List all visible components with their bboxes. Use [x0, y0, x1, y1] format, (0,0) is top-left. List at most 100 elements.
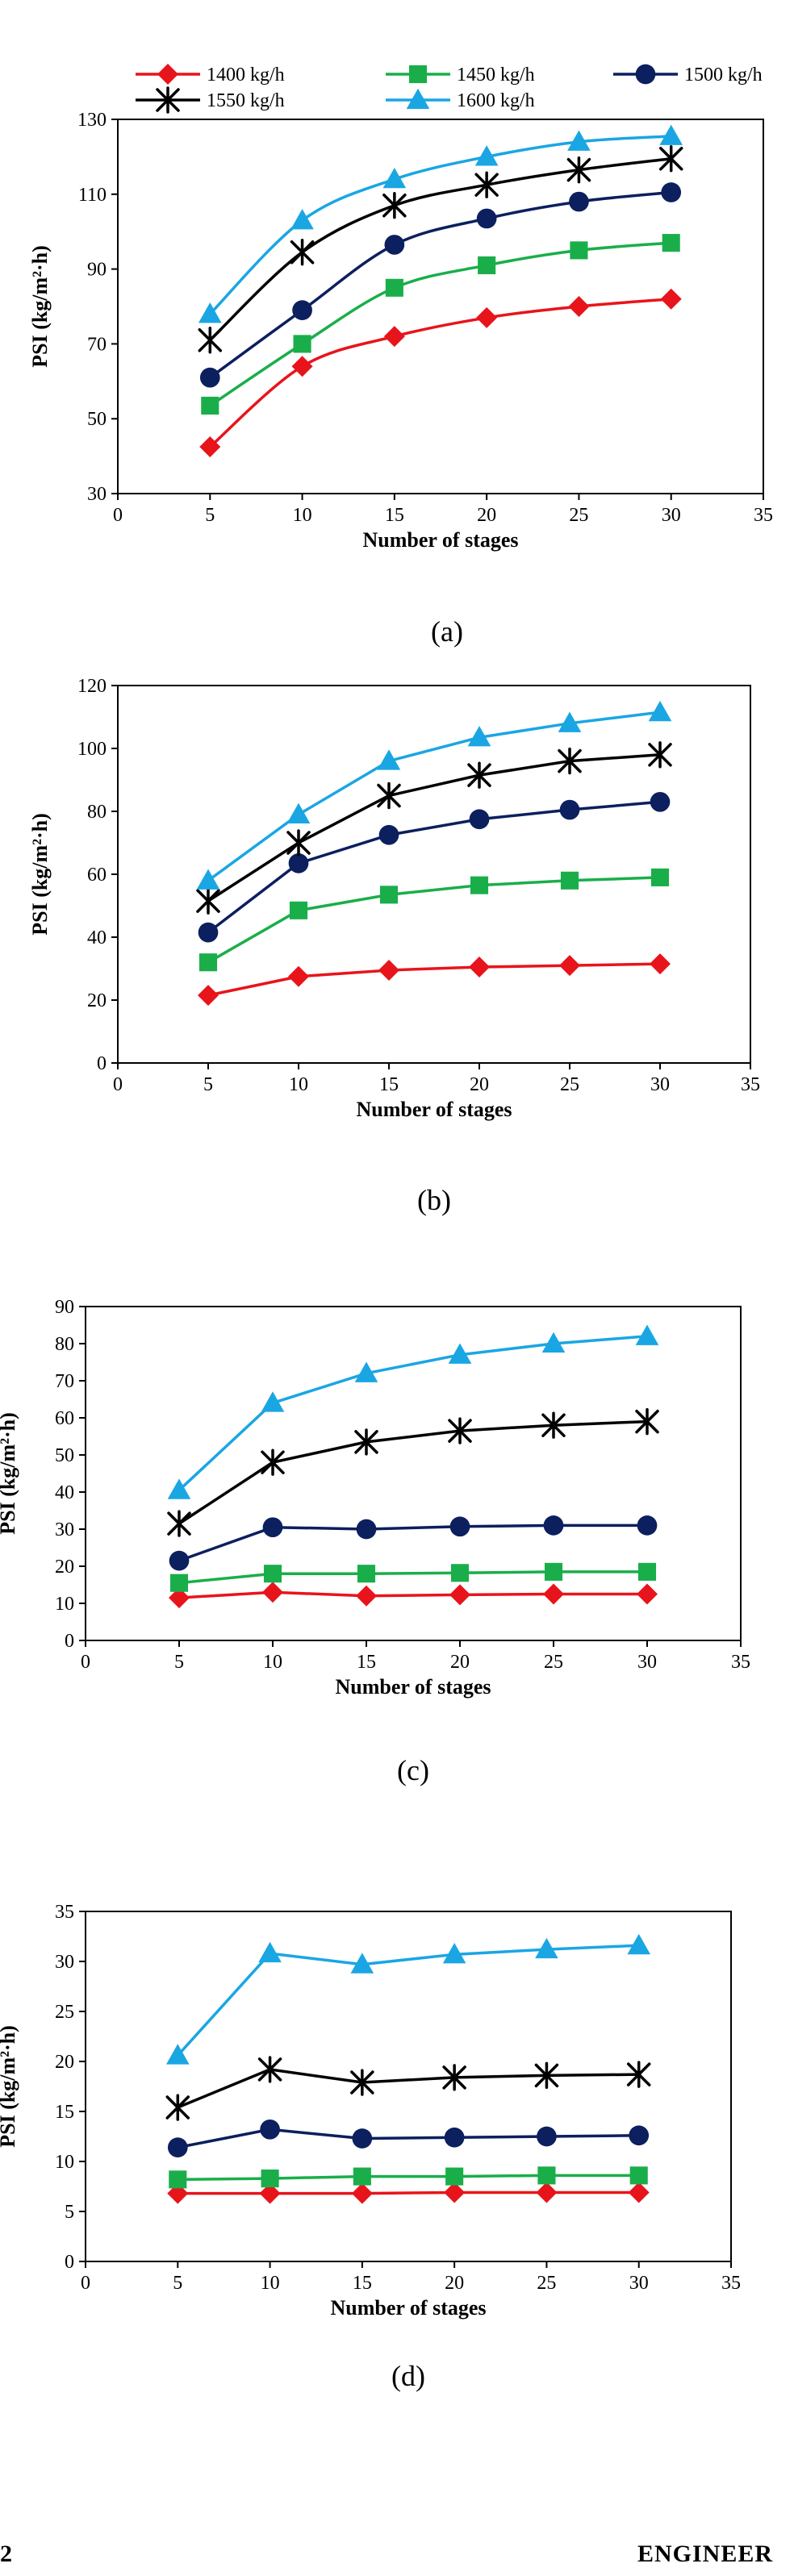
data-point	[378, 959, 399, 981]
data-point	[467, 726, 491, 747]
data-point	[543, 1515, 564, 1536]
y-tick-label: 20	[55, 2052, 74, 2073]
y-tick-label: 10	[55, 2152, 74, 2173]
x-tick-label: 10	[293, 505, 312, 526]
data-point	[196, 869, 220, 890]
data-point	[257, 2056, 282, 2083]
data-point	[449, 1516, 470, 1537]
x-tick-label: 25	[537, 2273, 556, 2294]
x-tick-label: 10	[263, 1652, 282, 1673]
data-point	[637, 1562, 657, 1581]
series-line	[207, 876, 661, 964]
legend-label: 1400 kg/h	[207, 65, 285, 85]
x-tick-label: 30	[650, 1074, 670, 1095]
legend: 1400 kg/h 1450 kg/h 1500 kg/h 1550 kg/h 1600…	[136, 64, 763, 114]
data-point	[659, 124, 683, 145]
data-point	[167, 1510, 191, 1537]
data-point	[448, 1343, 472, 1364]
data-point	[444, 2182, 466, 2203]
x-tick-label: 30	[629, 2273, 649, 2294]
data-point	[566, 156, 591, 184]
series	[169, 1582, 658, 1609]
data-point	[357, 1565, 376, 1583]
data-point	[444, 2127, 465, 2148]
series	[169, 2166, 648, 2189]
data-point	[261, 1391, 285, 1412]
x-tick-label: 30	[662, 505, 681, 526]
data-point	[469, 809, 490, 830]
data-point	[290, 239, 315, 266]
y-tick-label: 90	[55, 1297, 74, 1318]
data-point	[286, 829, 311, 857]
data-point	[353, 2167, 371, 2186]
x-tick-label: 20	[477, 505, 496, 526]
data-point	[537, 2126, 557, 2147]
series	[196, 700, 672, 890]
data-point	[662, 234, 680, 252]
x-tick-label: 20	[445, 2273, 464, 2294]
data-point	[569, 191, 589, 212]
data-point	[476, 306, 498, 328]
x-tick-label: 35	[741, 1074, 760, 1095]
data-point	[377, 782, 401, 810]
data-point	[382, 192, 407, 219]
data-point	[165, 2044, 190, 2065]
data-point	[356, 1585, 377, 1607]
y-tick-label: 30	[55, 1519, 74, 1540]
panel-label: (c)	[397, 1754, 429, 1786]
data-point	[629, 2166, 648, 2185]
y-tick-label: 0	[97, 1053, 107, 1074]
y-tick-label: 20	[55, 1557, 74, 1578]
data-point	[291, 356, 313, 377]
data-point	[627, 1933, 651, 1955]
legend-marker	[635, 64, 656, 85]
data-point	[470, 876, 489, 894]
data-point	[198, 922, 219, 943]
data-point	[352, 2128, 373, 2149]
x-tick-label: 15	[353, 2273, 372, 2294]
series	[167, 1407, 659, 1537]
data-point	[356, 1519, 377, 1540]
x-tick-label: 10	[261, 2273, 280, 2294]
series-line	[207, 962, 661, 997]
data-point	[449, 1584, 470, 1606]
data-point	[536, 2182, 558, 2203]
x-tick-label: 25	[560, 1074, 579, 1095]
y-tick-label: 60	[55, 1408, 74, 1429]
data-point	[384, 235, 405, 255]
x-tick-label: 10	[289, 1074, 308, 1095]
x-tick-label: 20	[450, 1652, 470, 1673]
x-tick-label: 0	[81, 1652, 90, 1673]
data-point	[478, 256, 496, 275]
legend-entry: 1450 kg/h	[386, 65, 535, 85]
data-point	[558, 747, 582, 775]
data-point	[661, 182, 682, 202]
x-axis-label: Number of stages	[356, 1098, 512, 1121]
data-point	[385, 278, 403, 297]
series-line	[209, 297, 671, 448]
legend-label: 1500 kg/h	[684, 65, 763, 85]
y-tick-label: 110	[78, 185, 107, 206]
y-tick-label: 30	[87, 484, 107, 505]
data-point	[467, 761, 491, 789]
data-point	[169, 2170, 187, 2189]
data-point	[560, 871, 579, 890]
series	[165, 2056, 651, 2121]
y-tick-label: 80	[87, 802, 107, 823]
data-point	[541, 1332, 566, 1353]
y-tick-label: 10	[55, 1594, 74, 1615]
legend-entry: 1600 kg/h	[386, 88, 535, 111]
data-point	[637, 1583, 658, 1605]
plot-frame	[85, 1911, 732, 2262]
x-axis-label: Number of stages	[335, 1675, 491, 1699]
data-point	[198, 302, 222, 323]
y-tick-label: 70	[55, 1371, 74, 1392]
data-point	[286, 802, 311, 823]
data-point	[258, 1941, 282, 1963]
chart-panel: 0 5 10 15 20 25 30 35 0 10 20 30 40 50 60 70 80 90 Number …	[0, 1297, 750, 1786]
data-point	[543, 1583, 564, 1605]
chart-panel: 0 5 10 15 20 25 30 35 30 50 70 90 110 130 Number of st…	[28, 110, 773, 648]
x-tick-label: 5	[174, 1652, 184, 1673]
data-point	[351, 2182, 373, 2204]
